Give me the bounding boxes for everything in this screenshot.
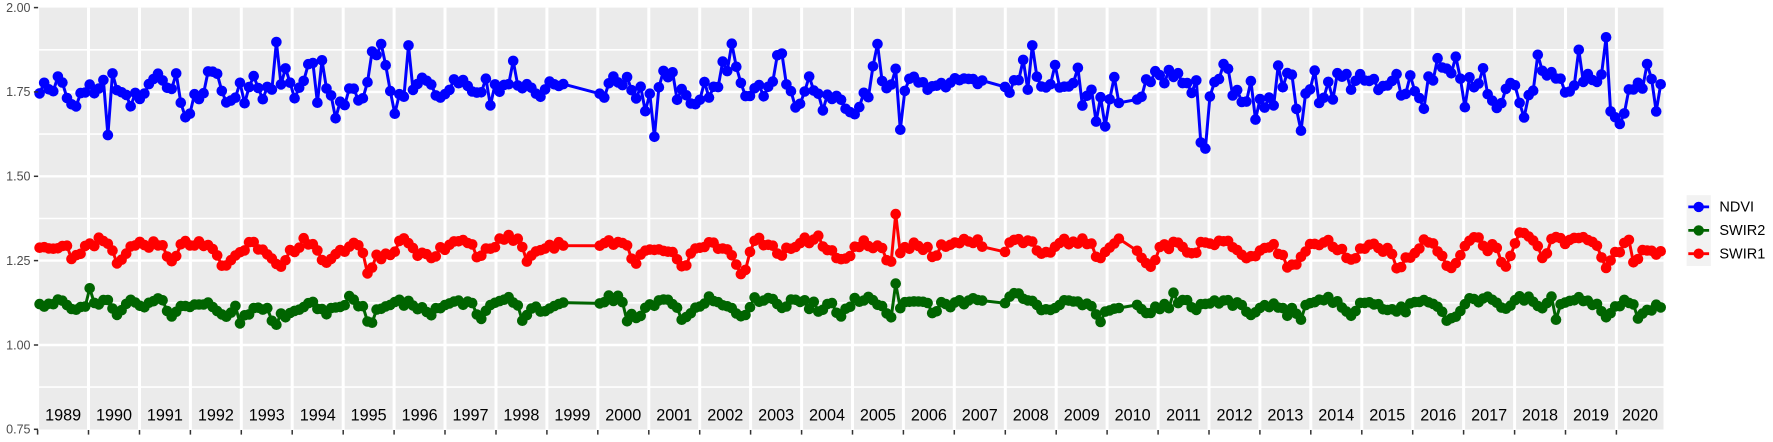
- svg-text:2012: 2012: [1216, 407, 1252, 425]
- svg-text:1989: 1989: [45, 407, 81, 425]
- svg-text:2006: 2006: [911, 407, 947, 425]
- svg-text:2002: 2002: [707, 407, 743, 425]
- svg-text:2017: 2017: [1471, 407, 1507, 425]
- svg-text:1999: 1999: [554, 407, 590, 425]
- svg-text:1992: 1992: [198, 407, 234, 425]
- svg-text:2020: 2020: [1622, 407, 1658, 425]
- svg-text:2000: 2000: [605, 407, 641, 425]
- svg-text:2010: 2010: [1115, 407, 1151, 425]
- svg-text:0.75: 0.75: [6, 423, 30, 437]
- svg-text:2013: 2013: [1267, 407, 1303, 425]
- svg-text:2005: 2005: [860, 407, 896, 425]
- svg-text:1.75: 1.75: [6, 85, 30, 99]
- svg-text:2.00: 2.00: [6, 1, 30, 15]
- svg-text:SWIR2: SWIR2: [1719, 223, 1765, 239]
- svg-text:2018: 2018: [1522, 407, 1558, 425]
- svg-text:1.25: 1.25: [6, 254, 30, 268]
- svg-text:1990: 1990: [96, 407, 132, 425]
- svg-text:2003: 2003: [758, 407, 794, 425]
- svg-text:1991: 1991: [147, 407, 183, 425]
- svg-text:1.50: 1.50: [6, 170, 30, 184]
- svg-text:2009: 2009: [1064, 407, 1100, 425]
- svg-text:2001: 2001: [656, 407, 692, 425]
- svg-text:2011: 2011: [1166, 407, 1201, 425]
- svg-text:2014: 2014: [1318, 407, 1354, 425]
- svg-text:1996: 1996: [402, 407, 438, 425]
- svg-text:2016: 2016: [1420, 407, 1456, 425]
- svg-text:1995: 1995: [351, 407, 387, 425]
- svg-text:2004: 2004: [809, 407, 845, 425]
- svg-text:NDVI: NDVI: [1719, 200, 1754, 216]
- svg-text:1.00: 1.00: [6, 338, 30, 352]
- svg-text:2008: 2008: [1013, 407, 1049, 425]
- svg-text:1998: 1998: [503, 407, 539, 425]
- svg-text:2007: 2007: [962, 407, 998, 425]
- svg-text:2015: 2015: [1369, 407, 1405, 425]
- svg-text:1994: 1994: [300, 407, 336, 425]
- svg-text:1997: 1997: [452, 407, 488, 425]
- svg-text:1993: 1993: [249, 407, 285, 425]
- svg-text:SWIR1: SWIR1: [1719, 246, 1765, 262]
- svg-text:2019: 2019: [1573, 407, 1609, 425]
